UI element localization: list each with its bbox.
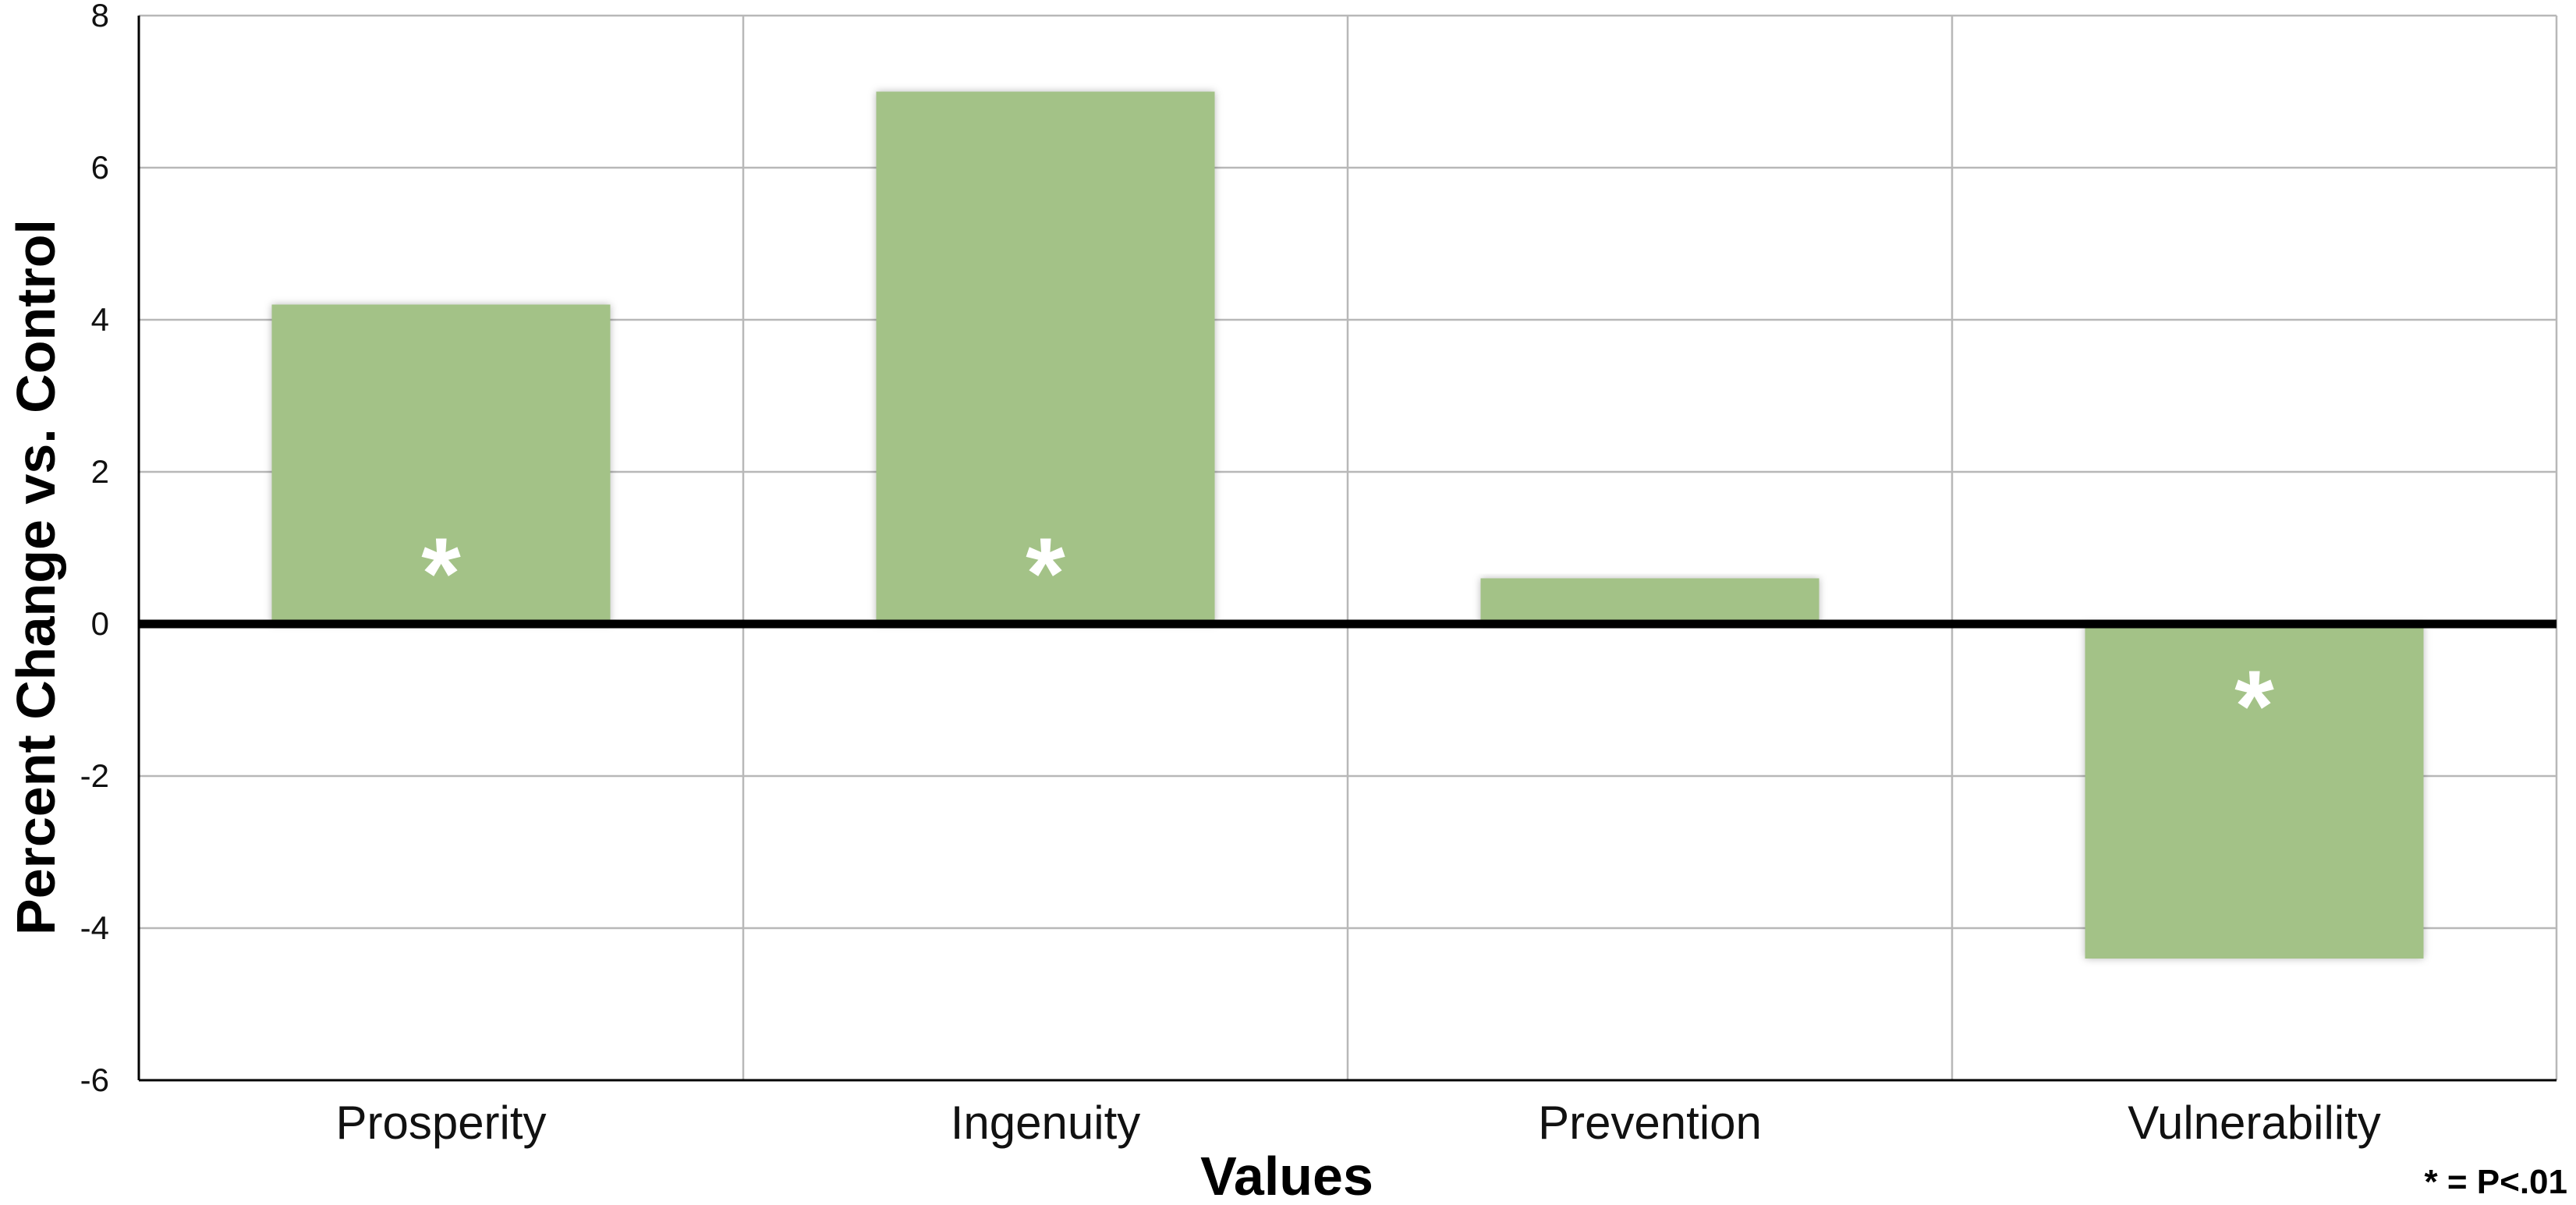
y-tick-label: 0 [91,605,109,642]
y-tick-label: 6 [91,149,109,186]
labels: Percent Change vs. Control Values * = P<… [5,219,2567,1205]
x-tick-label: Vulnerability [2128,1097,2381,1149]
x-axis-title: Values [1200,1146,1373,1201]
x-tick-label: Prosperity [335,1097,546,1149]
bar-prevention [1480,578,1819,624]
x-tick-label: Prevention [1538,1097,1762,1149]
significance-marker: * [2234,649,2274,763]
y-tick-label: -2 [80,757,109,794]
y-tick-label: 2 [91,453,109,490]
y-tick-label: 4 [91,301,109,338]
y-tick-label: -6 [80,1061,109,1098]
bars: * * * [271,91,2424,959]
significance-marker: * [1026,516,1065,630]
y-tick-label: -4 [80,909,109,946]
y-tick-label: 8 [91,0,109,34]
significance-marker: * [421,516,461,630]
bar-prosperity [271,304,611,624]
y-axis-title: Percent Change vs. Control [5,219,66,935]
axes: 8 6 4 2 0 -2 -4 -6 Prosperity Ingenuity Prevention… [80,0,2557,1149]
significance-footnote: * = P<.01 [2425,1163,2567,1201]
bar-ingenuity [876,91,1215,624]
bar-vulnerability [2085,624,2424,959]
x-tick-label: Ingenuity [951,1097,1141,1149]
